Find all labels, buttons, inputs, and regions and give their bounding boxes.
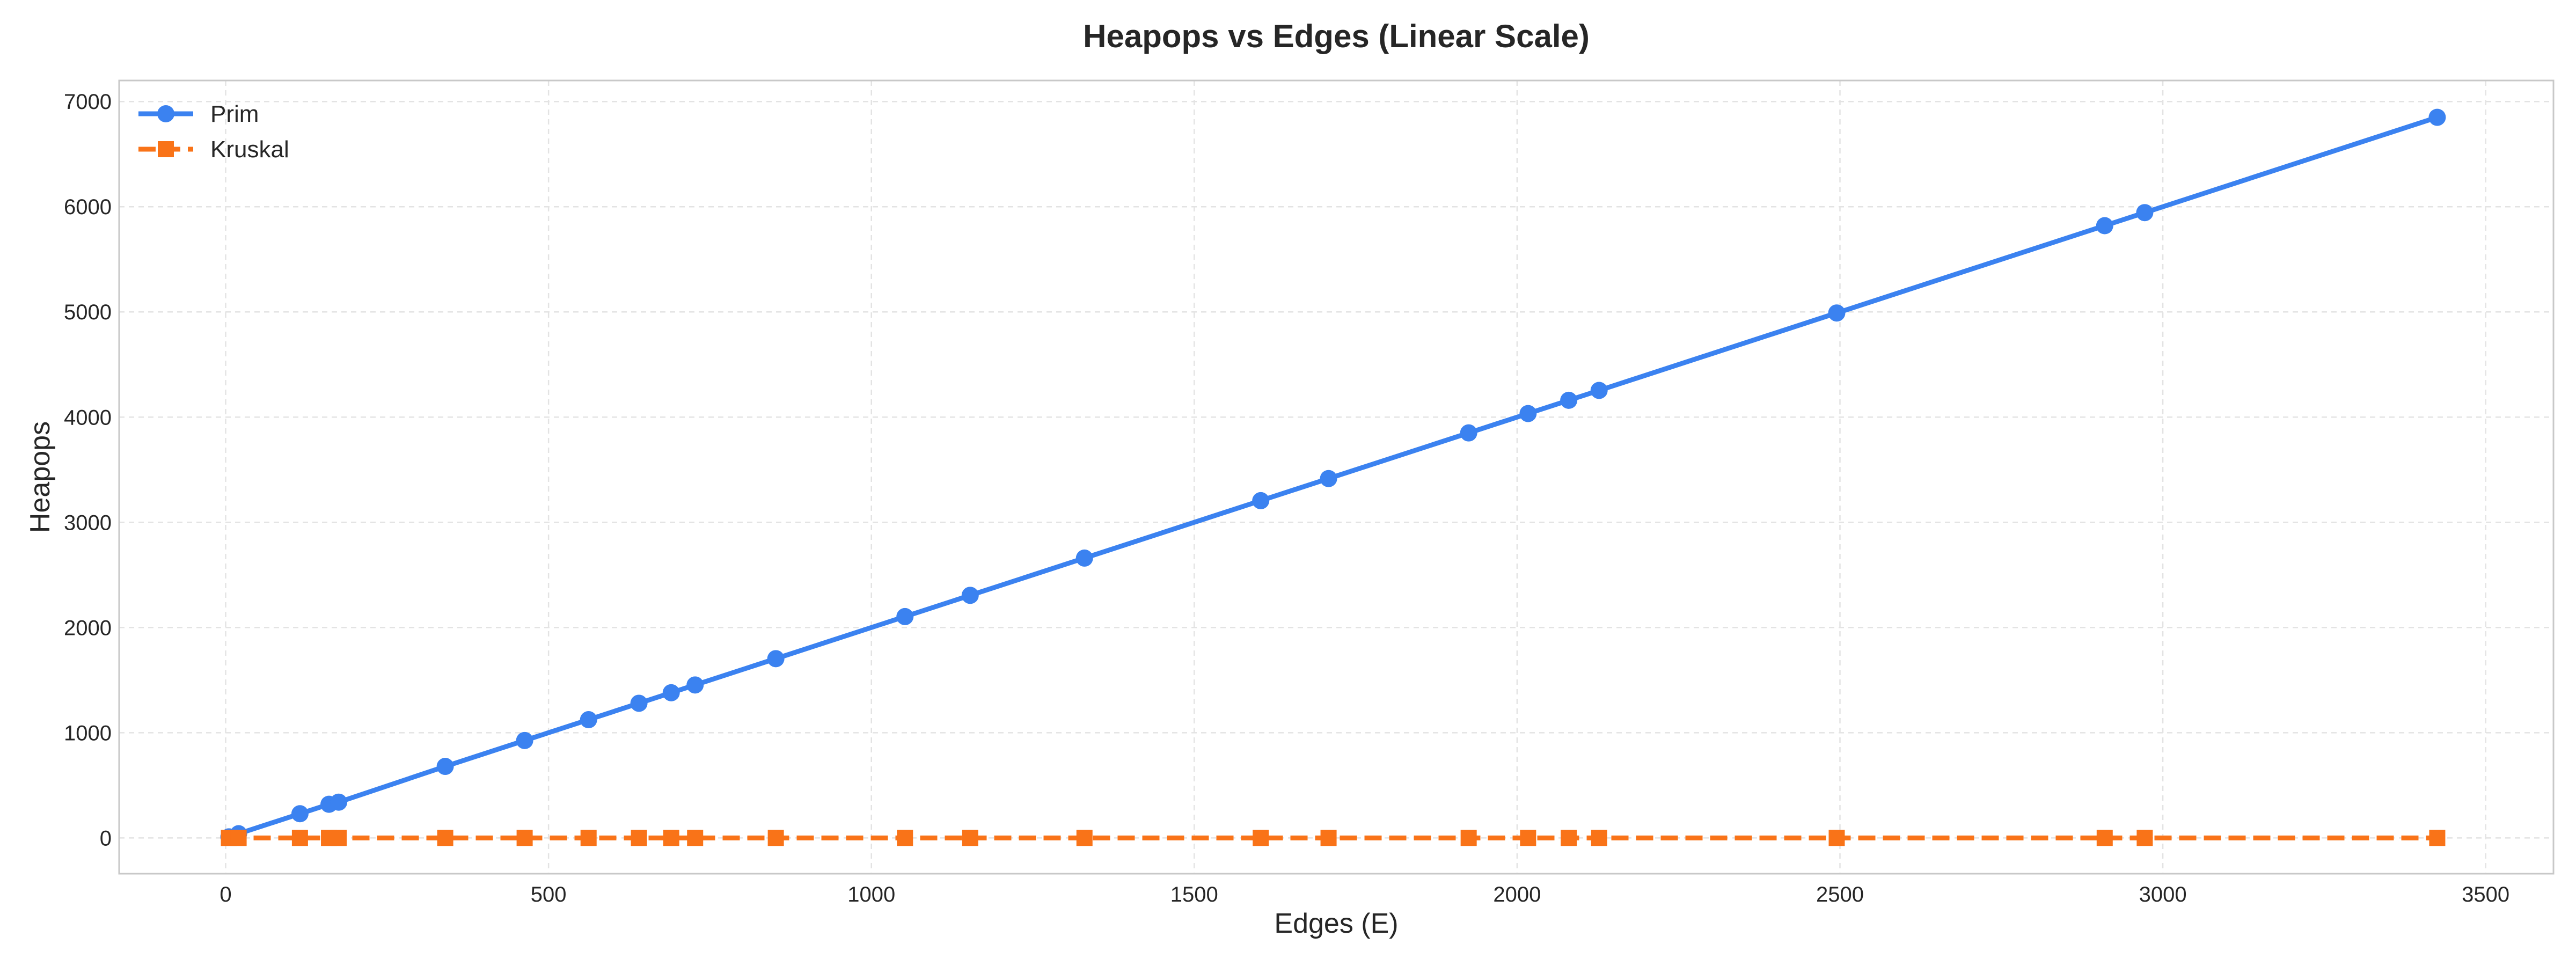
- data-series: [220, 108, 2446, 846]
- kruskal-point: [1320, 830, 1337, 846]
- x-tick-label: 0: [219, 883, 231, 906]
- y-tick-label: 5000: [64, 301, 112, 324]
- series-kruskal: [221, 830, 2446, 846]
- kruskal-point: [1561, 830, 1577, 846]
- kruskal-point: [1076, 830, 1093, 846]
- legend-label: Kruskal: [210, 136, 289, 163]
- y-tick-label: 4000: [64, 406, 112, 429]
- prim-point: [767, 650, 785, 668]
- kruskal-point: [687, 830, 704, 846]
- plot-area-frame: [118, 79, 2555, 875]
- kruskal-point: [1591, 830, 1607, 846]
- prim-point: [896, 608, 914, 625]
- x-tick-label: 2500: [1816, 883, 1864, 906]
- prim-point: [630, 694, 648, 712]
- kruskal-point: [437, 830, 453, 846]
- prim-point: [580, 711, 597, 729]
- x-tick-label: 3000: [2139, 883, 2187, 906]
- legend-item-prim: Prim: [138, 101, 259, 127]
- y-tick-label: 0: [100, 826, 112, 850]
- kruskal-point: [1520, 830, 1536, 846]
- kruskal-point: [663, 830, 679, 846]
- kruskal-point: [516, 830, 533, 846]
- kruskal-point: [580, 830, 597, 846]
- y-tick-label: 1000: [64, 721, 112, 745]
- y-tick-label: 7000: [64, 90, 112, 114]
- prim-point: [961, 587, 979, 604]
- kruskal-point: [962, 830, 978, 846]
- prim-point: [2096, 217, 2113, 235]
- kruskal-point: [631, 830, 647, 846]
- series-prim: [220, 108, 2446, 846]
- prim-point: [291, 805, 309, 823]
- prim-point: [1828, 304, 1846, 322]
- kruskal-point: [1828, 830, 1845, 846]
- x-axis-ticks: 0 500 1000 1500 2000 2500 3000 3500: [219, 883, 2509, 906]
- y-tick-label: 6000: [64, 195, 112, 219]
- prim-point: [1460, 424, 1477, 442]
- prim-point: [1560, 391, 1578, 409]
- prim-point: [686, 676, 704, 694]
- x-tick-label: 1000: [847, 883, 895, 906]
- kruskal-point: [331, 830, 347, 846]
- y-axis-label: Heapops: [25, 421, 56, 533]
- legend-swatch-marker: [158, 141, 174, 157]
- x-tick-label: 500: [531, 883, 567, 906]
- kruskal-point: [230, 830, 247, 846]
- prim-point: [2428, 108, 2446, 126]
- kruskal-point: [767, 830, 784, 846]
- prim-point: [516, 731, 533, 749]
- legend-label: Prim: [210, 101, 259, 127]
- y-tick-label: 2000: [64, 616, 112, 640]
- kruskal-point: [291, 830, 308, 846]
- kruskal-point: [1253, 830, 1269, 846]
- legend: Prim Kruskal: [138, 101, 289, 163]
- prim-point: [436, 758, 454, 775]
- legend-item-kruskal: Kruskal: [138, 136, 289, 163]
- kruskal-point: [1460, 830, 1477, 846]
- chart-title: Heapops vs Edges (Linear Scale): [1083, 18, 1590, 54]
- y-axis-ticks: 0 1000 2000 3000 4000 5000 6000 7000: [64, 90, 112, 850]
- prim-point: [1075, 549, 1093, 567]
- kruskal-point: [2136, 830, 2153, 846]
- kruskal-point: [897, 830, 913, 846]
- prim-point: [1252, 492, 1270, 509]
- y-tick-label: 3000: [64, 511, 112, 535]
- kruskal-point: [2096, 830, 2113, 846]
- x-tick-label: 2000: [1493, 883, 1541, 906]
- prim-point: [1519, 405, 1537, 422]
- prim-point: [1320, 470, 1337, 487]
- kruskal-point: [2429, 830, 2446, 846]
- x-tick-label: 1500: [1170, 883, 1218, 906]
- prim-point: [662, 684, 680, 701]
- legend-swatch-marker: [157, 105, 174, 122]
- prim-point: [330, 793, 348, 811]
- x-tick-label: 3500: [2462, 883, 2509, 906]
- prim-point: [2136, 204, 2154, 222]
- prim-point: [1590, 382, 1608, 399]
- x-axis-label: Edges (E): [1274, 908, 1398, 939]
